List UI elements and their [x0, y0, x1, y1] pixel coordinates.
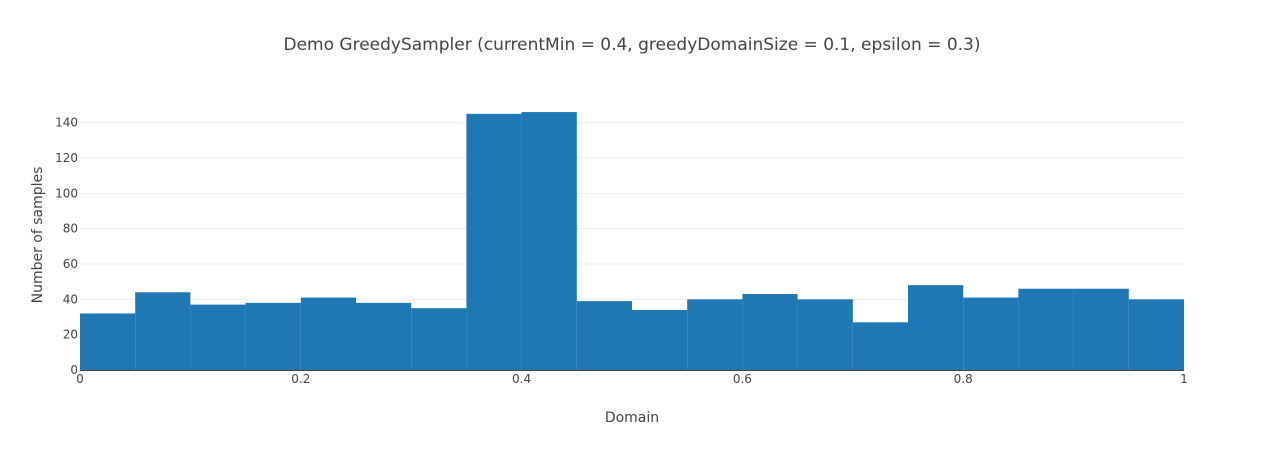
histogram-bar[interactable] — [245, 302, 301, 370]
y-tick-label: 100 — [55, 186, 78, 200]
y-tick-label: 20 — [63, 328, 78, 342]
histogram-bar[interactable] — [963, 297, 1019, 370]
histogram-bar[interactable] — [797, 299, 853, 370]
y-axis-ticks: 0 20 40 60 80 100 120 140 — [55, 116, 78, 377]
x-tick-label: 0.4 — [512, 372, 531, 386]
histogram-bar[interactable] — [190, 304, 246, 370]
histogram-bars — [80, 112, 1184, 371]
y-tick-label: 60 — [63, 257, 78, 271]
histogram-bar[interactable] — [411, 308, 467, 370]
histogram-bar[interactable] — [1128, 299, 1184, 370]
x-tick-label: 0.8 — [954, 372, 973, 386]
x-tick-label: 0.2 — [291, 372, 310, 386]
histogram-bar[interactable] — [356, 302, 412, 370]
x-axis-ticks: 0 0.2 0.4 0.6 0.8 1 — [76, 372, 1188, 386]
y-tick-label: 0 — [70, 363, 78, 377]
histogram-bar[interactable] — [1073, 288, 1129, 370]
histogram-bar[interactable] — [742, 294, 798, 370]
chart-title: Demo GreedySampler (currentMin = 0.4, gr… — [283, 35, 980, 55]
y-gridlines — [80, 122, 1184, 371]
y-axis-title: Number of samples — [30, 167, 46, 304]
y-tick-label: 140 — [55, 116, 78, 130]
histogram-bar[interactable] — [135, 292, 191, 370]
histogram-bar[interactable] — [632, 309, 688, 370]
histogram-bar[interactable] — [521, 112, 577, 371]
y-tick-label: 40 — [63, 292, 78, 306]
histogram-bar[interactable] — [908, 285, 964, 370]
histogram-bar[interactable] — [852, 322, 908, 370]
x-axis-title: Domain — [605, 410, 659, 426]
histogram-bar[interactable] — [300, 297, 356, 370]
y-tick-label: 80 — [63, 222, 78, 236]
y-tick-label: 120 — [55, 151, 78, 165]
x-tick-label: 0 — [76, 372, 84, 386]
histogram-bar[interactable] — [466, 113, 522, 370]
histogram-bar[interactable] — [576, 301, 632, 370]
x-tick-label: 1 — [1180, 372, 1188, 386]
x-tick-label: 0.6 — [733, 372, 752, 386]
histogram-bar[interactable] — [80, 313, 136, 370]
histogram-bar[interactable] — [1018, 288, 1074, 370]
histogram-bar[interactable] — [687, 299, 743, 370]
